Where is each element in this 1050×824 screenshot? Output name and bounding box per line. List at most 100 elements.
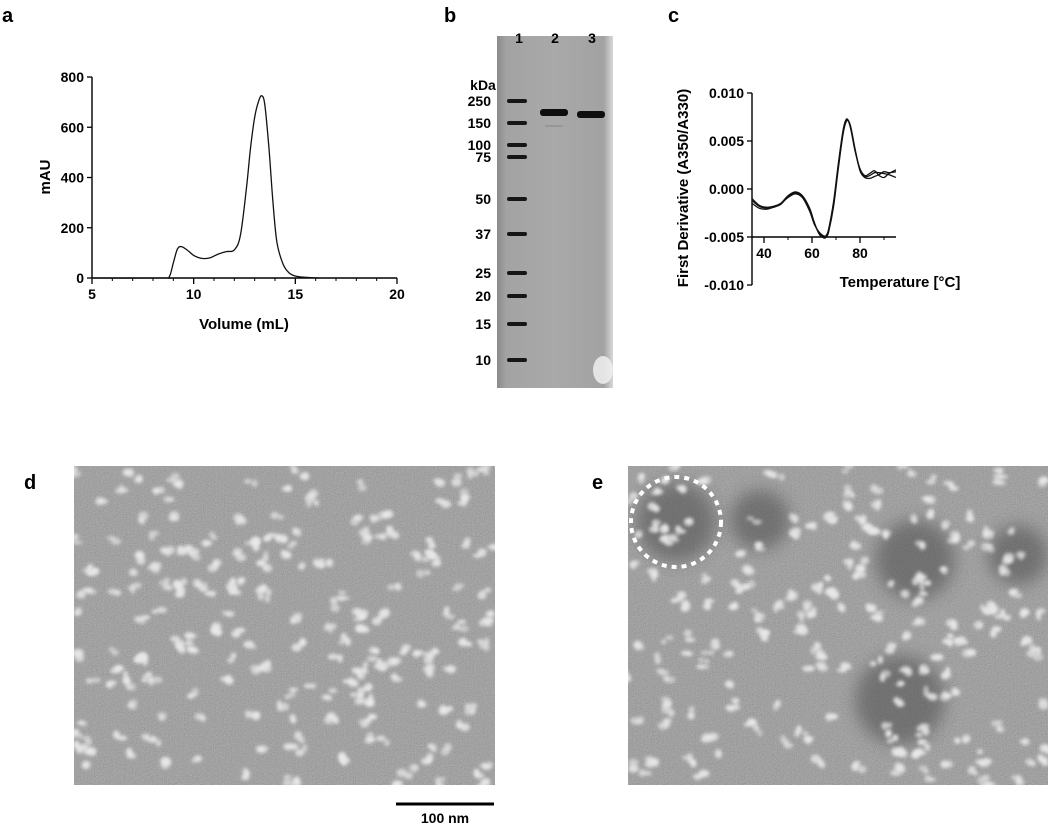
micrograph-e-subunit <box>793 629 802 634</box>
gel-edge-artifact <box>593 356 613 384</box>
micrograph-d-subunit <box>386 526 395 535</box>
micrograph-e-particle <box>940 666 952 681</box>
micrograph-d-subunit <box>288 687 299 692</box>
micrograph-e-subunit <box>628 678 629 683</box>
micrograph-d-subunit <box>451 478 462 487</box>
micrograph-d-subunit <box>462 495 468 503</box>
micrograph-d-subunit <box>291 716 297 724</box>
micrograph-e-subunit <box>817 581 824 589</box>
micrograph-e-particle <box>926 508 935 520</box>
micrograph-e-particle <box>659 534 674 546</box>
micrograph-d-subunit <box>244 710 252 716</box>
micrograph-d-particle <box>330 597 340 612</box>
micrograph-e-subunit <box>854 515 862 521</box>
y-tick-label: -0.010 <box>704 277 744 293</box>
ladder-band <box>507 155 527 159</box>
micrograph-e-particle <box>700 572 712 584</box>
micrograph-d-subunit <box>485 761 494 769</box>
micrograph-d-subunit <box>125 682 131 691</box>
micrograph-d-particle <box>147 676 163 687</box>
micrograph-e-particle <box>696 657 710 670</box>
micrograph-d-particle <box>74 607 83 616</box>
micrograph-d-particle <box>473 768 485 779</box>
micrograph-e-particle <box>724 680 735 689</box>
micrograph-d-particle <box>451 473 463 487</box>
micrograph-d-particle <box>337 751 351 764</box>
micrograph-d-subunit <box>166 545 176 555</box>
micrograph-e-subunit <box>917 739 928 746</box>
micrograph-e-subunit <box>853 760 861 766</box>
micrograph-d-subunit <box>314 500 319 507</box>
faint-band-lane-2 <box>545 125 563 127</box>
micrograph-d-subunit <box>148 737 157 743</box>
micrograph-d-subunit <box>424 570 431 576</box>
micrograph-d-subunit <box>143 736 151 742</box>
micrograph-e-subunit <box>869 484 878 493</box>
micrograph-d-subunit <box>330 604 340 612</box>
micrograph-d-subunit <box>142 674 149 679</box>
micrograph-d-particle <box>412 650 424 658</box>
micrograph-e-particle <box>680 600 691 612</box>
micrograph-e-subunit <box>889 579 895 585</box>
micrograph-e-subunit <box>815 587 823 595</box>
micrograph-e-subunit <box>662 699 673 707</box>
micrograph-e-subunit <box>729 603 738 610</box>
micrograph-e-subunit <box>675 526 682 536</box>
micrograph-d-particle <box>280 549 292 560</box>
micrograph-d-subunit <box>423 656 434 665</box>
micrograph-d-grain <box>74 466 495 785</box>
micrograph-d-subunit <box>337 654 343 663</box>
micrograph-e-subunit <box>659 524 670 534</box>
micrograph-d-subunit <box>74 539 75 542</box>
micrograph-d-subunit <box>208 532 215 537</box>
micrograph-e-subunit <box>946 633 952 639</box>
micrograph-e-particle <box>756 626 770 637</box>
gel-marker-label: 100 <box>468 137 492 153</box>
micrograph-e-subunit <box>876 499 882 509</box>
micrograph-e-particle <box>780 735 794 749</box>
micrograph-d-subunit <box>82 762 89 768</box>
micrograph-e-particle <box>805 606 817 619</box>
micrograph-e-particle <box>670 591 687 603</box>
micrograph-d-particle <box>114 484 129 494</box>
micrograph-d-subunit <box>362 661 369 669</box>
micrograph-d-subunit <box>484 637 490 645</box>
micrograph-e-particle <box>734 549 747 558</box>
micrograph-e-particle <box>753 616 765 623</box>
micrograph-e-subunit <box>732 704 741 710</box>
micrograph-d-subunit <box>159 546 168 554</box>
micrograph-e-particle <box>976 748 984 755</box>
micrograph-e-subunit <box>753 617 765 623</box>
micrograph-d-subunit <box>304 683 313 689</box>
micrograph-d-subunit <box>227 583 238 593</box>
micrograph-e-subunit <box>747 580 756 589</box>
micrograph-d-particle <box>227 652 237 664</box>
micrograph-e-particle <box>815 649 828 661</box>
micrograph-e-particle <box>1038 697 1048 710</box>
micrograph-e-particle <box>923 685 939 701</box>
micrograph-d-subunit <box>227 657 235 664</box>
micrograph-e-subunit <box>885 728 893 738</box>
micrograph-d-particle <box>184 632 197 647</box>
micrograph-e-subunit <box>994 613 1005 619</box>
micrograph-d-particle <box>233 513 248 526</box>
micrograph-e-subunit <box>918 765 928 771</box>
micrograph-e-subunit <box>798 613 805 623</box>
micrograph-d-particle <box>187 687 199 700</box>
x-tick-label: 80 <box>852 245 868 261</box>
micrograph-d-subunit <box>148 530 160 536</box>
micrograph-d-particle <box>390 673 403 683</box>
micrograph-e-particle <box>851 570 867 580</box>
micrograph-e-particle <box>953 737 962 745</box>
micrograph-e-subunit <box>850 540 857 547</box>
micrograph-d-subunit <box>151 676 163 684</box>
micrograph-d-subunit <box>187 633 197 639</box>
micrograph-e-subunit <box>844 502 853 512</box>
micrograph-d-subunit <box>459 488 469 497</box>
ladder-band <box>507 271 527 275</box>
micrograph-d-subunit <box>416 569 425 578</box>
micrograph-e-subunit <box>914 540 924 547</box>
micrograph-d-particle <box>451 619 469 633</box>
micrograph-e-subunit <box>813 641 820 647</box>
